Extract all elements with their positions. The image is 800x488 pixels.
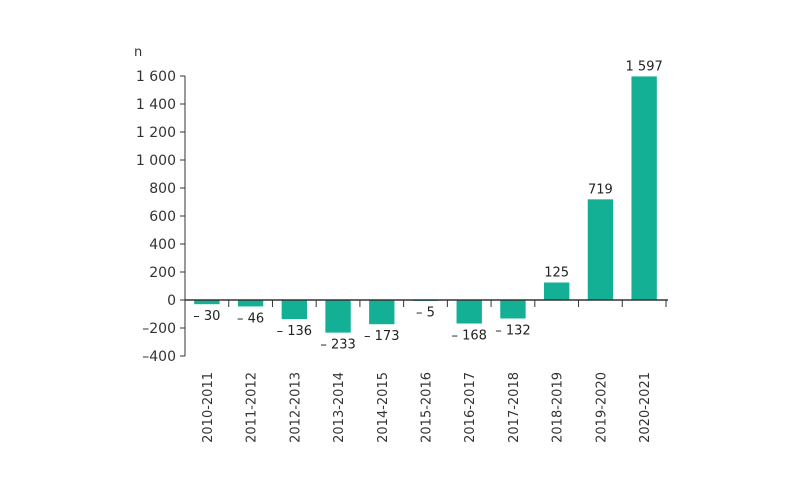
- bar-2013-2014: [325, 300, 351, 333]
- y-tick-label: 600: [149, 209, 176, 225]
- y-tick-label: 1 400: [136, 97, 176, 113]
- y-tick-label: –400: [142, 349, 176, 365]
- x-category-label: 2020-2021: [638, 372, 653, 443]
- data-label: – 233: [320, 338, 355, 353]
- y-tick-label: 200: [149, 265, 176, 281]
- bar-2011-2012: [237, 300, 264, 307]
- x-category-label: 2015-2016: [420, 372, 435, 443]
- y-tick-label: 1 200: [136, 125, 176, 141]
- bar-2016-2017: [456, 300, 482, 324]
- x-category-label: 2012-2013: [288, 372, 303, 443]
- data-label: 125: [544, 266, 569, 281]
- y-tick-label: –200: [142, 321, 176, 337]
- y-tick-label: 400: [149, 237, 176, 253]
- data-label: – 30: [193, 309, 220, 324]
- x-category-label: 2013-2014: [332, 372, 347, 443]
- x-category-label: 2014-2015: [376, 372, 391, 443]
- y-axis-unit-label: n: [134, 45, 142, 60]
- bar-2018-2019: [544, 282, 570, 300]
- data-label: 1 597: [626, 59, 663, 74]
- bar-2010-2011: [194, 300, 220, 305]
- data-label: – 168: [452, 329, 487, 344]
- y-tick-label: 800: [149, 181, 176, 197]
- x-category-label: 2018-2019: [551, 372, 566, 443]
- y-axis: 1 600 1 400 1 200 1 000 800 600 400 200 0 –200 –40…: [136, 69, 186, 365]
- bars-group: – 30 – 46 – 136 – 233 – 173 – 5 – 168 – 132 125 7…: [193, 59, 662, 352]
- x-category-label: 2017-2018: [507, 372, 522, 443]
- x-axis: 2010-2011 2011-2012 2012-2013 2013-2014 2014…: [184, 299, 668, 443]
- data-label: – 136: [277, 324, 312, 339]
- x-category-label: 2010-2011: [201, 372, 216, 443]
- y-tick-label: 1 600: [136, 69, 176, 85]
- x-category-label: 2019-2020: [594, 372, 609, 443]
- bar-2014-2015: [369, 300, 395, 325]
- data-label: – 132: [495, 323, 530, 338]
- bar-2020-2021: [631, 76, 657, 300]
- x-category-label: 2011-2012: [245, 372, 260, 443]
- data-label: – 173: [364, 329, 399, 344]
- y-tick-label: 0: [167, 293, 176, 309]
- data-label: 719: [588, 182, 613, 197]
- x-category-label: 2016-2017: [463, 372, 478, 443]
- data-label: – 46: [237, 311, 264, 326]
- data-label: – 5: [416, 306, 435, 321]
- y-tick-label: 1 000: [136, 153, 176, 169]
- bar-2017-2018: [500, 300, 526, 319]
- bar-2019-2020: [587, 199, 614, 300]
- bar-2012-2013: [281, 300, 307, 320]
